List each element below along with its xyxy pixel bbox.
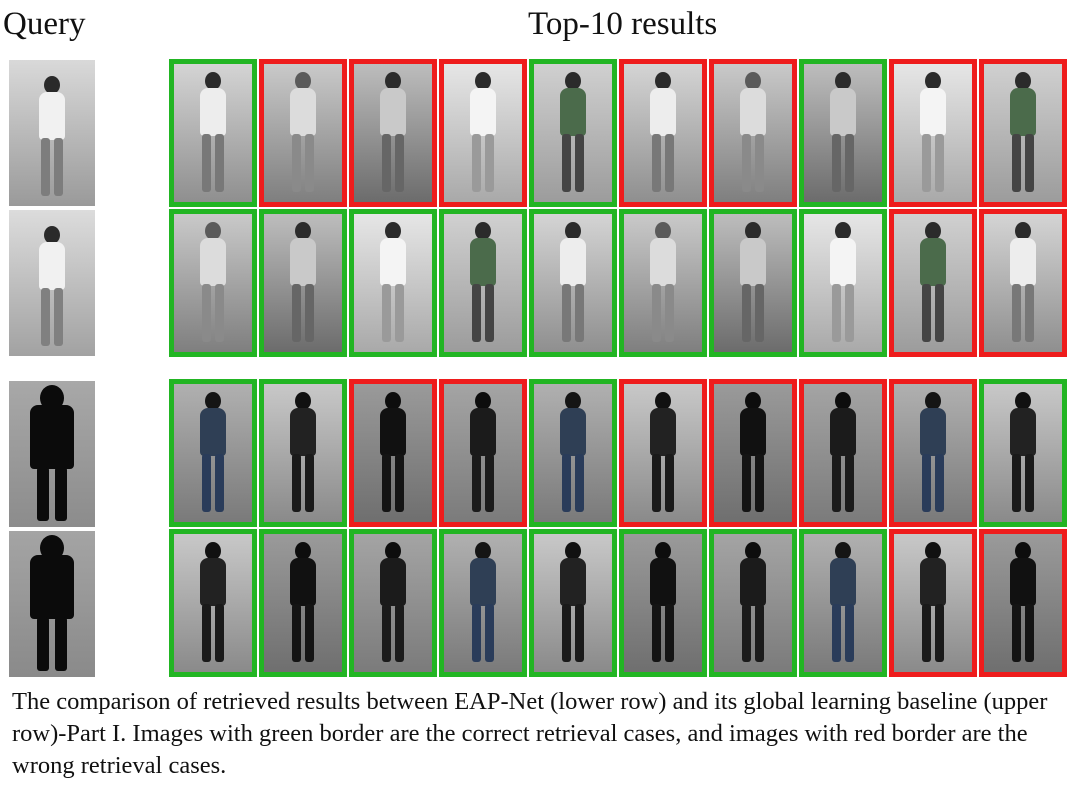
- pedestrian-figure: [643, 390, 683, 518]
- result-image-8-correct: [799, 529, 887, 677]
- result-image-5-correct: [529, 209, 617, 357]
- result-image-7-correct: [709, 529, 797, 677]
- result-image-3-correct: [349, 529, 437, 677]
- pedestrian-figure: [193, 390, 233, 518]
- pedestrian-figure: [283, 220, 323, 348]
- result-image-4-correct: [439, 529, 527, 677]
- result-image-2-wrong: [259, 59, 347, 207]
- pedestrian-figure: [1003, 390, 1043, 518]
- result-image-1-correct: [169, 59, 257, 207]
- result-image-3-wrong: [349, 379, 437, 527]
- result-image-5-correct: [529, 379, 617, 527]
- result-image-5-correct: [529, 529, 617, 677]
- result-image-3-wrong: [349, 59, 437, 207]
- query-image-2: [9, 210, 95, 356]
- result-image-6-wrong: [619, 59, 707, 207]
- pedestrian-figure: [1003, 70, 1043, 198]
- pedestrian-figure: [823, 220, 863, 348]
- pedestrian-figure: [553, 220, 593, 348]
- result-image-1-correct: [169, 379, 257, 527]
- query-column-title: Query: [3, 6, 86, 42]
- pedestrian-figure: [463, 70, 503, 198]
- result-image-2-correct: [259, 379, 347, 527]
- result-image-10-wrong: [979, 529, 1067, 677]
- result-image-10-wrong: [979, 59, 1067, 207]
- pedestrian-figure: [193, 220, 233, 348]
- figure-caption: The comparison of retrieved results betw…: [12, 688, 1048, 779]
- result-image-7-wrong: [709, 59, 797, 207]
- result-row-group2-baseline: [169, 379, 1070, 527]
- result-image-2-correct: [259, 209, 347, 357]
- result-image-1-correct: [169, 209, 257, 357]
- pedestrian-figure: [283, 540, 323, 668]
- result-image-4-correct: [439, 209, 527, 357]
- result-image-9-wrong: [889, 529, 977, 677]
- result-image-8-wrong: [799, 379, 887, 527]
- result-image-8-correct: [799, 59, 887, 207]
- pedestrian-figure: [463, 390, 503, 518]
- pedestrian-figure: [643, 540, 683, 668]
- result-image-6-correct: [619, 529, 707, 677]
- result-image-6-correct: [619, 209, 707, 357]
- query-image-1: [9, 60, 95, 206]
- pedestrian-figure: [913, 540, 953, 668]
- result-image-9-wrong: [889, 379, 977, 527]
- pedestrian-figure: [283, 70, 323, 198]
- result-row-group2-eapnet: [169, 529, 1070, 677]
- pedestrian-figure: [193, 70, 233, 198]
- pedestrian-figure: [823, 390, 863, 518]
- pedestrian-figure: [1003, 540, 1043, 668]
- pedestrian-figure: [373, 220, 413, 348]
- pedestrian-figure: [823, 540, 863, 668]
- result-image-9-wrong: [889, 59, 977, 207]
- result-image-9-wrong: [889, 209, 977, 357]
- pedestrian-figure: [913, 220, 953, 348]
- pedestrian-figure: [553, 70, 593, 198]
- pedestrian-figure: [373, 390, 413, 518]
- pedestrian-figure: [1003, 220, 1043, 348]
- pedestrian-figure: [463, 220, 503, 348]
- result-image-1-correct: [169, 529, 257, 677]
- result-image-3-correct: [349, 209, 437, 357]
- query-image-3: [9, 381, 95, 527]
- result-image-6-wrong: [619, 379, 707, 527]
- pedestrian-figure: [193, 540, 233, 668]
- result-image-4-wrong: [439, 59, 527, 207]
- result-image-7-wrong: [709, 379, 797, 527]
- pedestrian-figure: [733, 540, 773, 668]
- pedestrian-figure: [733, 70, 773, 198]
- result-image-10-correct: [979, 379, 1067, 527]
- result-image-5-correct: [529, 59, 617, 207]
- pedestrian-figure: [643, 220, 683, 348]
- result-row-group1-baseline: [169, 59, 1070, 207]
- pedestrian-figure: [823, 70, 863, 198]
- pedestrian-figure: [373, 540, 413, 668]
- result-image-8-correct: [799, 209, 887, 357]
- query-image-4: [9, 531, 95, 677]
- result-image-7-correct: [709, 209, 797, 357]
- result-image-2-correct: [259, 529, 347, 677]
- pedestrian-figure: [553, 390, 593, 518]
- pedestrian-figure: [733, 390, 773, 518]
- pedestrian-figure: [283, 390, 323, 518]
- pedestrian-figure: [733, 220, 773, 348]
- pedestrian-figure: [913, 390, 953, 518]
- pedestrian-figure: [373, 70, 413, 198]
- pedestrian-figure: [913, 70, 953, 198]
- pedestrian-figure: [553, 540, 593, 668]
- pedestrian-figure: [643, 70, 683, 198]
- result-image-4-wrong: [439, 379, 527, 527]
- result-row-group1-eapnet: [169, 209, 1070, 357]
- results-column-title: Top-10 results: [528, 6, 718, 42]
- pedestrian-figure: [463, 540, 503, 668]
- result-image-10-wrong: [979, 209, 1067, 357]
